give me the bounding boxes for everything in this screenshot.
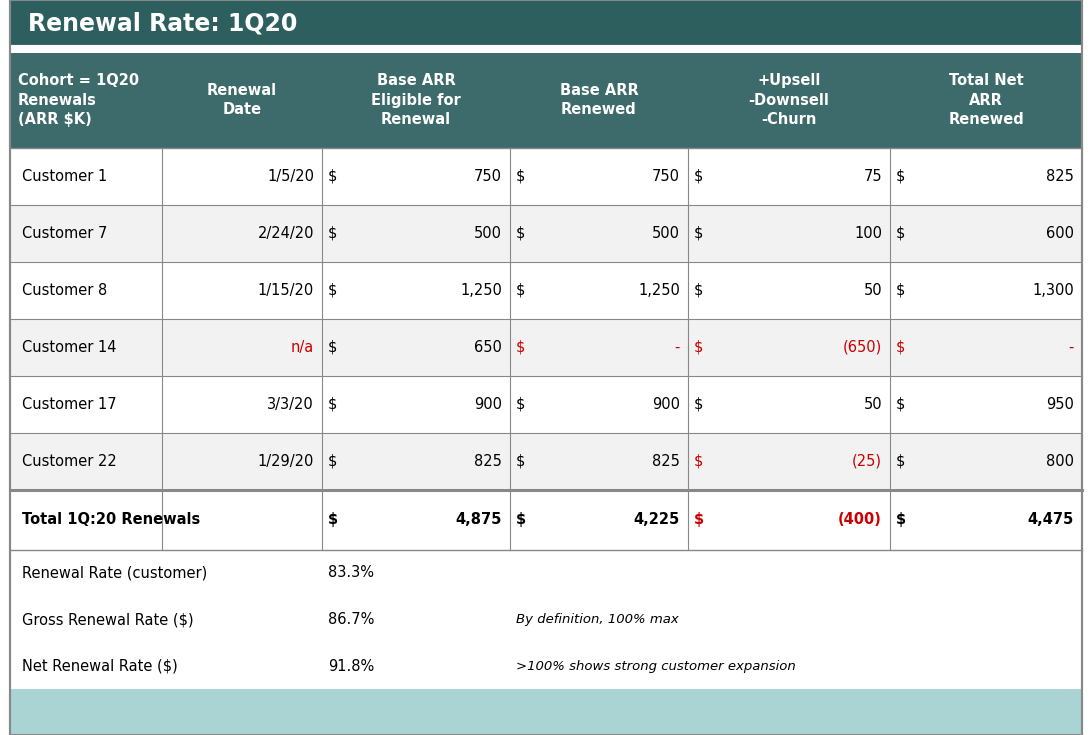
Text: $: $ [695, 340, 703, 355]
Text: $: $ [695, 168, 703, 184]
Text: $: $ [517, 340, 525, 355]
Text: $: $ [517, 397, 525, 412]
Text: $: $ [897, 283, 905, 298]
Bar [10, 689, 1082, 735]
Text: $: $ [328, 283, 337, 298]
Bar [10, 0, 1082, 48]
Text: 1,300: 1,300 [1032, 283, 1075, 298]
Text: 4,225: 4,225 [633, 512, 680, 527]
Text: Total 1Q:20 Renewals: Total 1Q:20 Renewals [22, 512, 200, 527]
Bar [10, 48, 1082, 53]
Text: Renewal Rate (customer): Renewal Rate (customer) [22, 565, 207, 581]
Text: 50: 50 [864, 283, 882, 298]
Text: 500: 500 [474, 226, 502, 240]
Text: $: $ [897, 454, 905, 469]
Text: Customer 8: Customer 8 [22, 283, 107, 298]
Text: (400): (400) [839, 512, 882, 527]
Text: 825: 825 [474, 454, 502, 469]
Text: $: $ [328, 397, 337, 412]
Text: Base ARR
Renewed: Base ARR Renewed [559, 83, 639, 117]
Text: 750: 750 [652, 168, 680, 184]
Text: 2/24/20: 2/24/20 [258, 226, 314, 240]
Bar [10, 53, 1082, 148]
Text: Customer 7: Customer 7 [22, 226, 107, 240]
Text: -: - [675, 340, 680, 355]
Text: Cohort = 1Q20
Renewals
(ARR $K): Cohort = 1Q20 Renewals (ARR $K) [17, 74, 139, 127]
Text: 86.7%: 86.7% [328, 612, 375, 627]
Text: $: $ [695, 454, 703, 469]
Bar [10, 148, 1082, 204]
Text: +Upsell
-Downsell
-Churn: +Upsell -Downsell -Churn [748, 74, 830, 127]
Bar [10, 204, 1082, 262]
Text: 3/3/20: 3/3/20 [268, 397, 314, 412]
Text: 1,250: 1,250 [460, 283, 502, 298]
Text: $: $ [328, 512, 339, 527]
Text: $: $ [517, 226, 525, 240]
Bar [10, 433, 1082, 490]
Bar [10, 262, 1082, 319]
Text: Renewal Rate: 1Q20: Renewal Rate: 1Q20 [28, 12, 297, 36]
Text: $: $ [517, 168, 525, 184]
Text: $: $ [897, 512, 906, 527]
Text: 50: 50 [864, 397, 882, 412]
Text: 950: 950 [1046, 397, 1075, 412]
Bar [10, 490, 1082, 550]
Text: 825: 825 [652, 454, 680, 469]
Text: $: $ [517, 454, 525, 469]
Text: $: $ [695, 226, 703, 240]
Text: 4,475: 4,475 [1028, 512, 1075, 527]
Text: (650): (650) [843, 340, 882, 355]
Text: $: $ [328, 340, 337, 355]
Text: 91.8%: 91.8% [328, 659, 375, 673]
Text: 500: 500 [652, 226, 680, 240]
Text: n/a: n/a [290, 340, 314, 355]
Text: 75: 75 [864, 168, 882, 184]
Text: $: $ [897, 168, 905, 184]
Text: $: $ [897, 397, 905, 412]
Text: Customer 17: Customer 17 [22, 397, 117, 412]
Text: 1,250: 1,250 [638, 283, 680, 298]
Text: $: $ [328, 226, 337, 240]
Text: Base ARR
Eligible for
Renewal: Base ARR Eligible for Renewal [371, 74, 461, 127]
Text: By definition, 100% max: By definition, 100% max [517, 613, 679, 626]
Text: -: - [1069, 340, 1075, 355]
Text: $: $ [328, 454, 337, 469]
Text: $: $ [695, 283, 703, 298]
Text: 900: 900 [474, 397, 502, 412]
Text: 4,875: 4,875 [455, 512, 502, 527]
Text: $: $ [695, 512, 704, 527]
Bar [10, 319, 1082, 376]
Text: 650: 650 [474, 340, 502, 355]
Text: $: $ [897, 226, 905, 240]
Text: Total Net
ARR
Renewed: Total Net ARR Renewed [948, 74, 1024, 127]
Text: Customer 1: Customer 1 [22, 168, 107, 184]
Text: $: $ [517, 512, 526, 527]
Text: 825: 825 [1046, 168, 1075, 184]
Text: 100: 100 [854, 226, 882, 240]
Text: $: $ [328, 168, 337, 184]
Text: $: $ [517, 283, 525, 298]
Text: 1/29/20: 1/29/20 [258, 454, 314, 469]
Bar [10, 550, 1082, 689]
Text: 750: 750 [474, 168, 502, 184]
Text: $: $ [897, 340, 905, 355]
Text: Gross Renewal Rate ($): Gross Renewal Rate ($) [22, 612, 193, 627]
Bar [10, 376, 1082, 433]
Text: 1/15/20: 1/15/20 [258, 283, 314, 298]
Text: 600: 600 [1046, 226, 1075, 240]
Text: >100% shows strong customer expansion: >100% shows strong customer expansion [517, 659, 796, 673]
Text: 900: 900 [652, 397, 680, 412]
Text: 800: 800 [1046, 454, 1075, 469]
Text: Customer 14: Customer 14 [22, 340, 117, 355]
Text: Renewal
Date: Renewal Date [207, 83, 277, 117]
Text: $: $ [695, 397, 703, 412]
Text: Net Renewal Rate ($): Net Renewal Rate ($) [22, 659, 178, 673]
Text: 83.3%: 83.3% [328, 565, 373, 581]
Text: 1/5/20: 1/5/20 [268, 168, 314, 184]
Text: (25): (25) [852, 454, 882, 469]
Text: Customer 22: Customer 22 [22, 454, 117, 469]
